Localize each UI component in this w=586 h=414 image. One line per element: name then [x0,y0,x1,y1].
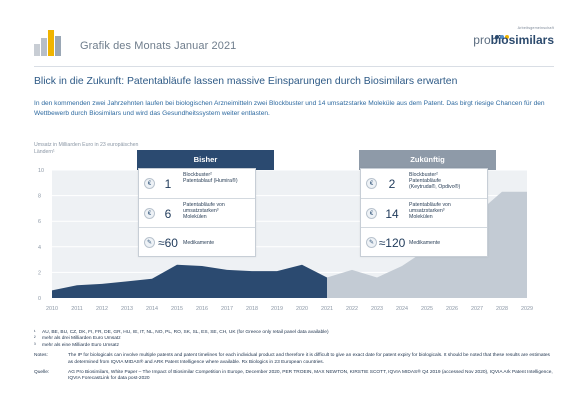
past-stat-row: €1 Blockbuster² Patentablauf (Humira®) [139,169,255,198]
brand-dot [505,35,509,39]
x-tick-label: 2029 [521,306,533,312]
pill-euro-icon: € [144,207,155,219]
stat-label: Blockbuster² Patentabläufe (Keytruda®, O… [409,172,461,191]
past-stat-row: €6 Patentabläufe von umsatzstarken³ Molek… [139,198,255,228]
x-tick-label: 2011 [71,306,83,312]
brand-wordmark: probiosimilars [473,33,554,47]
x-tick-label: 2027 [471,306,483,312]
y-tick-label: 6 [38,219,41,225]
panel-future-card: €2 Blockbuster² Patentabläufe (Keytruda®,… [360,168,488,257]
x-tick-label: 2018 [246,306,258,312]
stat-label: Patentabläufe von umsatzstarken³ Molekül… [183,202,225,221]
x-tick-label: 2019 [271,306,283,312]
intro-text: In den kommenden zwei Jahrzehnten laufen… [34,100,545,117]
pill-euro-icon: € [366,177,377,189]
brand-dots-icon [495,26,510,44]
source-label: Quelle: [34,370,50,376]
syringe-icon: ✎ [144,236,155,248]
notes-row: Notes: The IP for biologicals can involv… [34,353,554,366]
x-tick-label: 2022 [346,306,358,312]
brand-dot [495,35,499,39]
page-title: Grafik des Monats Januar 2021 [80,40,237,52]
y-tick-label: 0 [38,296,41,302]
x-tick-label: 2016 [196,306,208,312]
stat-label: Blockbuster² Patentablauf (Humira®) [183,172,238,185]
header: Grafik des Monats Januar 2021 Arbeitsgem… [0,0,586,68]
footnote-text: mehr als drei Milliarden Euro Umsatz [42,336,121,342]
brand-dot [500,35,504,39]
footnote: ³ mehr als eine Milliarde Euro Umsatz [34,343,554,349]
brand-name: biosimilars [490,33,554,47]
future-stat-row: €2 Blockbuster² Patentabläufe (Keytruda®,… [361,169,487,198]
stat-value: 2 [388,176,396,191]
x-tick-label: 2028 [496,306,508,312]
footnotes: ¹ AU, BE, BU, CZ, DK, FI, FR, DE, GR, HU,… [34,330,554,383]
x-tick-label: 2023 [371,306,383,312]
series-area [52,264,327,298]
x-tick-label: 2014 [146,306,158,312]
stat-value: 6 [164,206,172,221]
panel-future-title: Zukünftig [359,150,496,170]
stat-label: Medikamente [409,239,441,246]
x-tick-label: 2015 [171,306,183,312]
brand-subtitle: Arbeitsgemeinschaft [517,26,554,30]
y-tick-label: 2 [38,270,41,276]
source-text: AG Pro Biosimilars, White Paper – The Im… [68,370,553,382]
x-tick-label: 2026 [446,306,458,312]
panel-past-title: Bisher [137,150,274,170]
footnote: ¹ AU, BE, BU, CZ, DK, FI, FR, DE, GR, HU,… [34,330,554,336]
headline: Blick in die Zukunft: Patentabläufe lass… [34,76,458,87]
footnote-key: ³ [34,342,36,348]
header-divider [34,66,554,67]
footnote-text: mehr als eine Milliarde Euro Umsatz [42,342,120,348]
y-tick-label: 10 [38,168,44,174]
brand-prefix: pro [473,33,491,47]
y-tick-label: 4 [38,245,41,251]
notes-text: The IP for biologicals can involve multi… [68,353,550,365]
stat-value: 14 [385,206,399,221]
brand-logo: Arbeitsgemeinschaft probiosimilars [473,26,554,49]
footnote: ² mehr als drei Milliarden Euro Umsatz [34,336,554,342]
stat-value: 1 [164,176,172,191]
x-tick-label: 2017 [221,306,233,312]
x-tick-label: 2024 [396,306,408,312]
x-tick-label: 2020 [296,306,308,312]
x-tick-label: 2013 [121,306,133,312]
stat-value: ≈120 [378,235,406,250]
footnote-key: ¹ [34,330,36,335]
logo-icon [34,22,70,56]
past-stat-row: ✎ ≈60 Medikamente [139,227,255,257]
stat-label: Medikamente [183,239,215,246]
footnote-key: ² [34,336,36,342]
x-tick-label: 2012 [96,306,108,312]
notes-label: Notes: [34,353,48,359]
footnote-text: AU, BE, BU, CZ, DK, FI, FR, DE, GR, HU, … [42,330,329,335]
x-tick-label: 2025 [421,306,433,312]
panel-past-card: €1 Blockbuster² Patentablauf (Humira®) €6 P… [138,168,256,257]
future-stat-row: €14 Patentabläufe von umsatzstarken³ Mole… [361,198,487,228]
stat-value: ≈60 [158,235,178,250]
footnote-list: ¹ AU, BE, BU, CZ, DK, FI, FR, DE, GR, HU,… [34,330,554,349]
pill-euro-icon: € [366,207,377,219]
y-axis-label: Umsatz in Milliarden Euro in 23 europäis… [34,142,139,155]
source-row: Quelle: AG Pro Biosimilars, White Paper … [34,370,554,383]
syringe-icon: ✎ [366,236,377,248]
x-tick-label: 2021 [321,306,333,312]
y-tick-label: 8 [38,194,41,200]
x-tick-label: 2010 [46,306,58,312]
pill-euro-icon: € [144,177,155,189]
future-stat-row: ✎ ≈120 Medikamente [361,227,487,257]
stat-label: Patentabläufe von umsatzstarken³ Molekül… [409,202,451,221]
